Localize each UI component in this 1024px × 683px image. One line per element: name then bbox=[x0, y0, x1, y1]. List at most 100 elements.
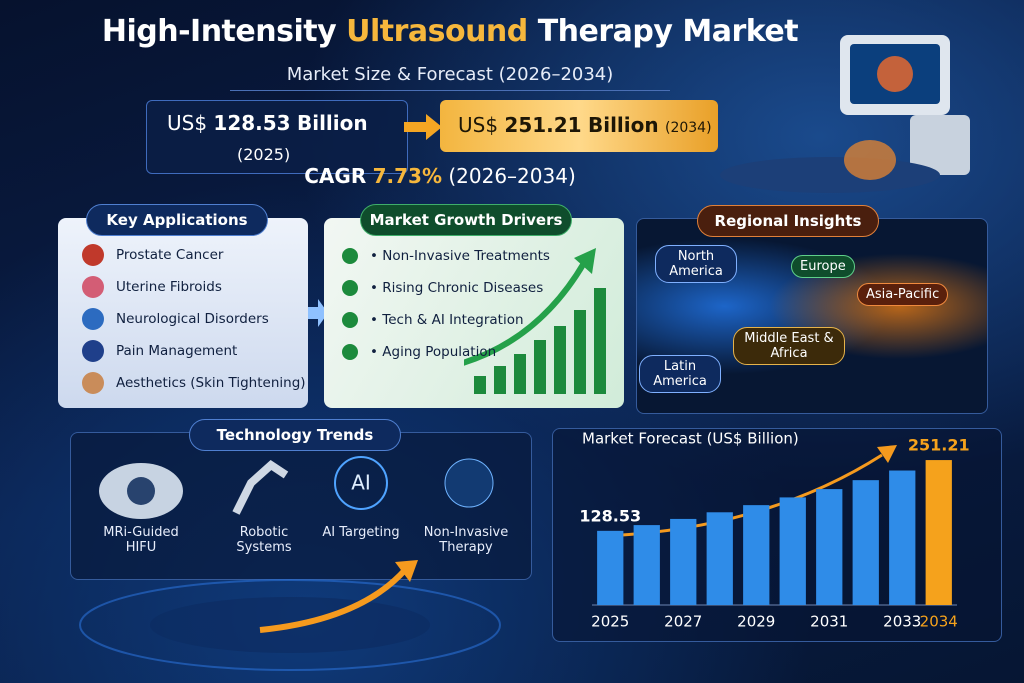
device-illustration bbox=[720, 35, 970, 193]
base bbox=[910, 115, 970, 175]
tech-icons: AI bbox=[99, 456, 494, 519]
ai-icon bbox=[334, 456, 388, 510]
drivers-panel: Market Growth Drivers • Non-Invasive Tre… bbox=[324, 204, 624, 408]
stat-unit: Billion bbox=[587, 113, 659, 137]
driver-label: Tech & AI Integration bbox=[382, 312, 524, 328]
application-label: Uterine Fibroids bbox=[116, 279, 222, 295]
bar bbox=[925, 460, 952, 605]
driver: • Aging Population bbox=[342, 344, 496, 360]
arrow bbox=[404, 114, 442, 140]
icon bbox=[82, 372, 104, 394]
bed bbox=[720, 157, 940, 193]
glow bbox=[844, 140, 896, 180]
arrow-head bbox=[877, 445, 897, 463]
cagr-period: (2026–2034) bbox=[448, 164, 576, 188]
icon bbox=[342, 312, 358, 328]
application: Aesthetics (Skin Tightening) bbox=[82, 372, 306, 394]
robot-icon bbox=[232, 459, 289, 515]
tech-panel: Technology Trends AI MRi-Guided HIFU Rob… bbox=[70, 419, 532, 580]
driver: • Tech & AI Integration bbox=[342, 312, 524, 328]
icon bbox=[82, 244, 104, 266]
tech-label: Robotic Systems bbox=[236, 525, 292, 555]
icon bbox=[82, 340, 104, 362]
bar bbox=[706, 512, 733, 605]
application-label: Aesthetics (Skin Tightening) bbox=[116, 375, 306, 391]
driver-label: Aging Population bbox=[382, 344, 497, 360]
application: Prostate Cancer bbox=[82, 244, 223, 266]
region-label: Middle East & Africa bbox=[733, 327, 845, 365]
panel-title: Key Applications bbox=[86, 204, 268, 236]
application: Uterine Fibroids bbox=[82, 276, 222, 298]
platform-decor bbox=[79, 560, 501, 671]
panel-title: Market Growth Drivers bbox=[360, 204, 572, 236]
x-tick-label: 2027 bbox=[664, 613, 702, 631]
stat-year: (2034) bbox=[664, 120, 712, 136]
forecast-chart: Market Forecast (US$ Billion) 2025 128.53… bbox=[579, 430, 970, 631]
bar bbox=[816, 489, 843, 605]
driver-label: Non-Invasive Treatments bbox=[382, 248, 550, 264]
tech-label: AI Targeting bbox=[322, 525, 400, 540]
arrow-head bbox=[574, 248, 596, 274]
stat-line: US$ 128.53 Billion bbox=[167, 111, 368, 135]
icon bbox=[342, 344, 358, 360]
x-tick-label: 2025 bbox=[591, 613, 629, 631]
subtitle: Market Size & Forecast (2026–2034) bbox=[230, 60, 670, 91]
stat-end: US$ 251.21 Billion (2034) bbox=[440, 100, 718, 152]
panel-title: Technology Trends bbox=[189, 419, 401, 451]
currency: US$ bbox=[458, 113, 499, 137]
x-tick-label: 2033 bbox=[883, 613, 921, 631]
ai-badge: AI bbox=[351, 471, 371, 495]
panel-title: Regional Insights bbox=[697, 205, 879, 237]
stat-line: US$ 251.21 Billion (2034) bbox=[458, 113, 712, 137]
bar bbox=[633, 525, 660, 605]
cagr-label: CAGR bbox=[304, 164, 367, 188]
decor-bars bbox=[474, 288, 606, 394]
data-label: 251.21 bbox=[908, 436, 970, 455]
title-part: High-Intensity bbox=[101, 14, 347, 49]
title-part: Therapy Market bbox=[527, 14, 799, 49]
regions-panel: Regional Insights North America Europe A… bbox=[636, 205, 988, 414]
bar bbox=[779, 497, 806, 605]
driver-label: Rising Chronic Diseases bbox=[382, 280, 544, 296]
trend-arrow bbox=[464, 261, 587, 366]
application: Pain Management bbox=[82, 340, 237, 362]
title: High-Intensity Ultrasound Therapy Market bbox=[0, 14, 900, 49]
currency: US$ bbox=[167, 111, 208, 135]
icon bbox=[82, 276, 104, 298]
chart-title: Market Forecast (US$ Billion) bbox=[582, 430, 799, 448]
arrow bbox=[308, 299, 328, 327]
bar bbox=[852, 480, 879, 605]
application-label: Neurological Disorders bbox=[116, 311, 269, 327]
applications-panel: Key Applications Prostate Cancer Uterine… bbox=[58, 204, 308, 408]
stat-unit: Billion bbox=[296, 111, 368, 135]
tech-label: Non-Invasive Therapy bbox=[423, 525, 509, 555]
icon bbox=[82, 308, 104, 330]
region-label: Asia-Pacific bbox=[857, 283, 949, 306]
application-label: Pain Management bbox=[116, 343, 238, 359]
scan bbox=[877, 56, 913, 92]
driver: • Non-Invasive Treatments bbox=[342, 248, 550, 264]
bar bbox=[889, 470, 916, 605]
bar bbox=[597, 530, 624, 605]
x-tick-label: 2029 bbox=[737, 613, 775, 631]
cagr: CAGR 7.73% (2026–2034) bbox=[280, 160, 600, 192]
driver: • Rising Chronic Diseases bbox=[342, 280, 543, 296]
bar bbox=[670, 518, 697, 605]
growth-bars bbox=[464, 248, 606, 394]
application-label: Prostate Cancer bbox=[116, 247, 224, 263]
therapy-icon bbox=[444, 458, 494, 508]
application: Neurological Disorders bbox=[82, 308, 269, 330]
stat-value: 128.53 bbox=[213, 111, 291, 135]
bar bbox=[743, 505, 770, 605]
mri-bore bbox=[127, 477, 155, 505]
stat-value: 251.21 bbox=[504, 113, 582, 137]
stat-start: US$ 128.53 Billion (2025) bbox=[146, 100, 408, 174]
tech-label: MRi-Guided HIFU bbox=[103, 525, 179, 555]
region-label: Latin America bbox=[639, 355, 721, 393]
x-tick-label: 2034 bbox=[920, 613, 958, 631]
cagr-value: 7.73% bbox=[372, 164, 442, 188]
data-label: 128.53 bbox=[579, 506, 641, 525]
region-label: North America bbox=[655, 245, 737, 283]
icon bbox=[342, 280, 358, 296]
